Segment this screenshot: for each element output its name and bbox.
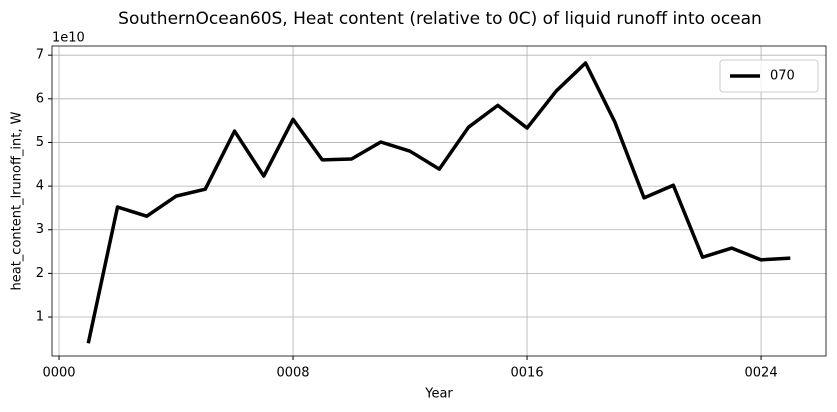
series-line [86, 61, 791, 344]
y-tick-label: 6 [36, 91, 44, 106]
x-tick-label: 0000 [42, 366, 75, 381]
chart-title: SouthernOcean60S, Heat content (relative… [118, 9, 762, 29]
y-tick-label: 2 [36, 266, 44, 281]
legend-label: 070 [770, 69, 795, 84]
x-tick-label: 0024 [745, 366, 778, 381]
y-tick-label: 7 [36, 48, 44, 63]
y-tick-label: 5 [36, 135, 44, 150]
x-axis-label: Year [424, 387, 453, 402]
legend-box [719, 59, 819, 93]
x-tick-label: 0008 [276, 366, 309, 381]
offset-text: 1e10 [52, 31, 85, 46]
y-axis-label: heat_content_lrunoff_int, W [10, 111, 25, 290]
y-tick-label: 3 [36, 222, 44, 237]
y-tick-label: 4 [36, 179, 44, 194]
y-tick-label: 1 [36, 310, 44, 325]
x-tick-label: 0016 [511, 366, 544, 381]
plot-frame [51, 45, 827, 357]
